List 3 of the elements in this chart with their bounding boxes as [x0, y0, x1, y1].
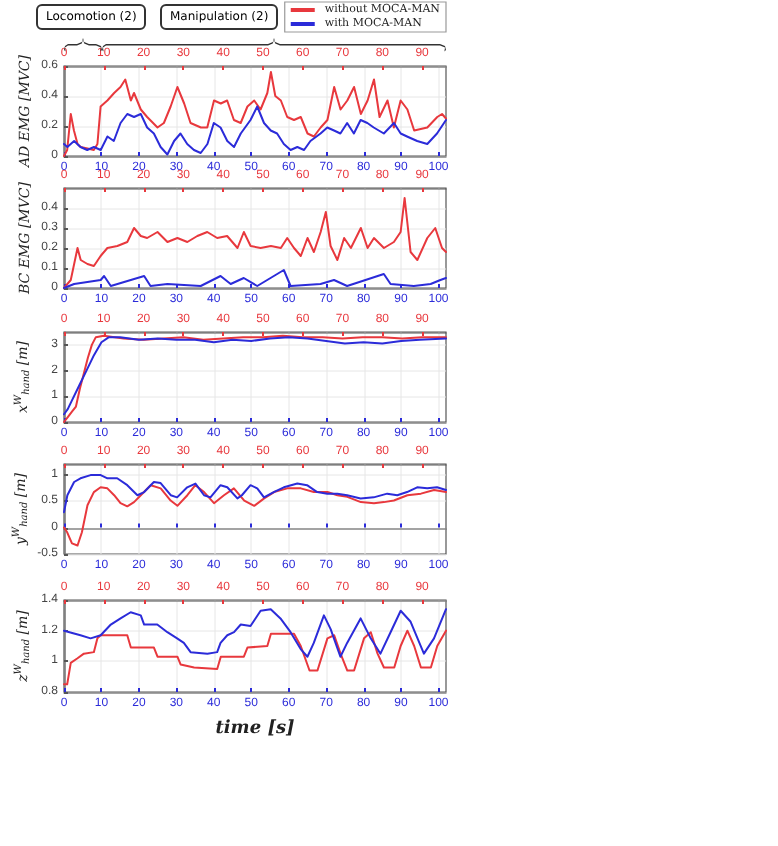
x-axis-title: time [s]	[215, 719, 295, 739]
line-series	[63, 608, 447, 658]
line-series	[63, 474, 447, 514]
